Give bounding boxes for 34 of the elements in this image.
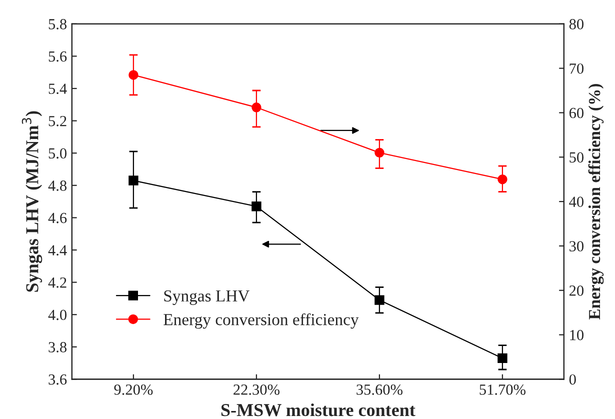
x-tick-label: 51.70% [480,384,526,395]
y-tick-label: 4.0 [48,310,67,320]
y2-tick-label: 20 [569,286,584,296]
point [498,353,508,364]
legend-label: Syngas LHV [164,290,250,305]
y-axis-title: Syngas LHV (MJ/Nm$^{3}$) [22,111,42,292]
point [252,202,262,212]
x-tick-label: 35.60% [356,384,402,395]
y2-tick-label: 50 [570,152,584,163]
y-tick-label: 4.2 [48,277,66,288]
y-tick-label: 4.6 [48,212,67,224]
point [128,176,138,186]
y-tick-label: 5.6 [48,51,67,62]
legend-label: Energy conversion efficiency [164,313,359,329]
y2-tick-label: 10 [570,330,584,340]
y2-tick-label: 40 [569,196,584,207]
y2-axis-title: Energy conversion efficiency (%) [588,84,604,320]
x-tick-label: 9.20% [114,384,153,395]
y-tick-label: 5.0 [48,148,67,159]
y2-tick-label: 30 [570,241,584,252]
y2-tick-label: 70 [570,63,584,74]
y-tick-label: 4.8 [48,180,67,191]
y-tick-label: 3.8 [48,342,67,352]
y-tick-label: 3.6 [48,374,67,385]
y-tick-label: 5.8 [48,19,67,30]
y-tick-label: 4.4 [48,245,67,256]
y2-tick-label: 60 [569,108,584,118]
x-axis-title: S-MSW moisture content [221,403,416,416]
y-tick-label: 5.4 [48,84,67,94]
y2-tick-label: 80 [569,19,584,30]
y-tick-label: 5.2 [48,116,66,126]
point [374,295,384,305]
x-tick-label: 22.30% [234,384,280,395]
y2-tick-label: 0 [569,374,576,385]
